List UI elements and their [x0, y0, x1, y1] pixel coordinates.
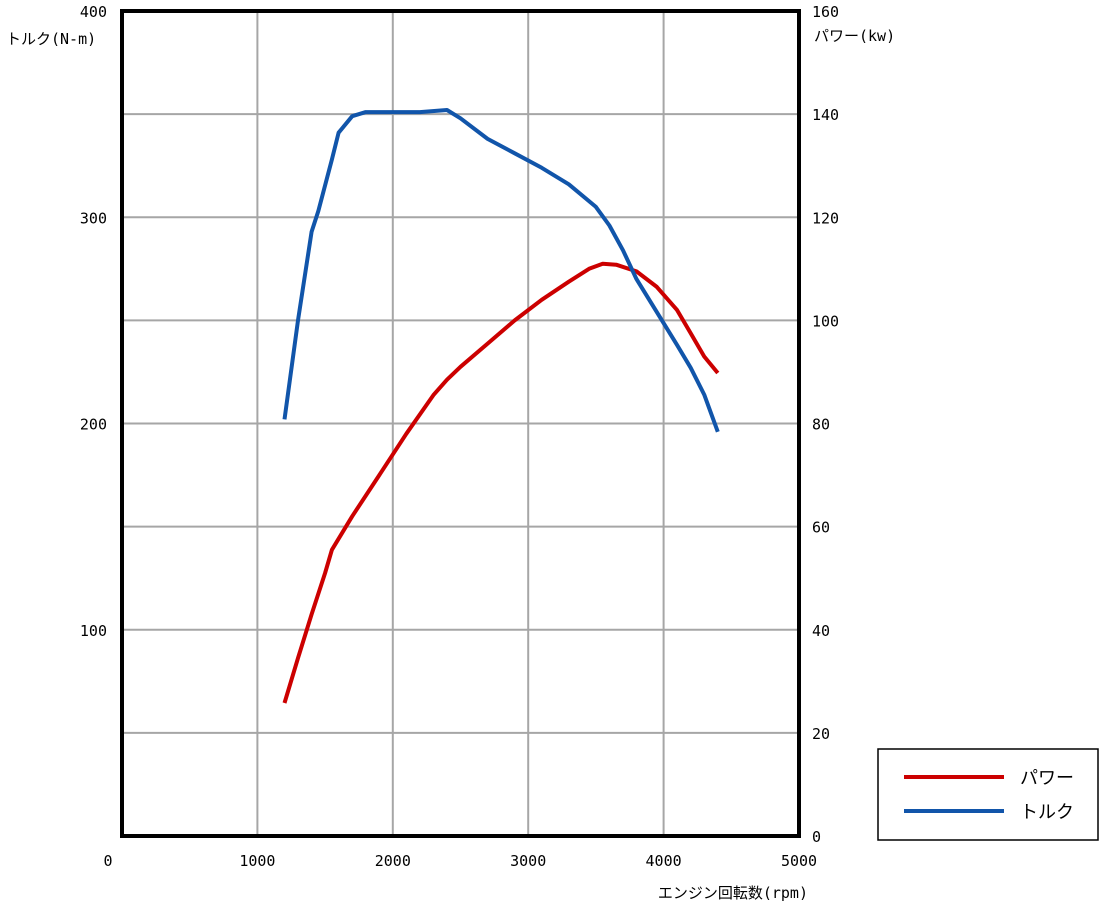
- x-axis-title: エンジン回転数(rpm): [658, 884, 808, 902]
- legend: パワー トルク: [877, 748, 1099, 841]
- x-tick-label: 4000: [646, 852, 682, 870]
- legend-box: [877, 748, 1099, 841]
- legend-label-torque: トルク: [1020, 802, 1074, 823]
- right-tick-label: 120: [812, 209, 839, 227]
- x-tick-label: 2000: [375, 852, 411, 870]
- legend-label-power: パワー: [1020, 768, 1074, 789]
- left-tick-label: 200: [80, 416, 107, 434]
- series-layer: [282, 108, 720, 704]
- left-axis-title: トルク(N-m): [6, 30, 96, 48]
- series-line-torque: [282, 108, 720, 433]
- left-tick-label: 300: [80, 209, 107, 227]
- right-tick-label: 100: [812, 312, 839, 330]
- plot-frame: [120, 9, 801, 838]
- left-tick-label: 100: [80, 622, 107, 640]
- series-line-power: [282, 261, 720, 704]
- right-tick-label: 160: [812, 3, 839, 21]
- right-tick-label: 20: [812, 725, 830, 743]
- x-tick-label: 5000: [781, 852, 817, 870]
- x-tick-label: 0: [103, 852, 112, 870]
- right-tick-label: 140: [812, 106, 839, 124]
- right-tick-label: 0: [812, 828, 821, 846]
- tick-labels: 0 1000 2000 3000 4000 50001002003004000204060…: [80, 3, 839, 870]
- x-tick-label: 3000: [510, 852, 546, 870]
- x-tick-label: 1000: [239, 852, 275, 870]
- right-tick-label: 60: [812, 519, 830, 537]
- right-axis-title: パワー(kw): [814, 27, 895, 45]
- grid: [122, 11, 799, 836]
- right-tick-label: 80: [812, 416, 830, 434]
- right-tick-label: 40: [812, 622, 830, 640]
- left-tick-label: 400: [80, 3, 107, 21]
